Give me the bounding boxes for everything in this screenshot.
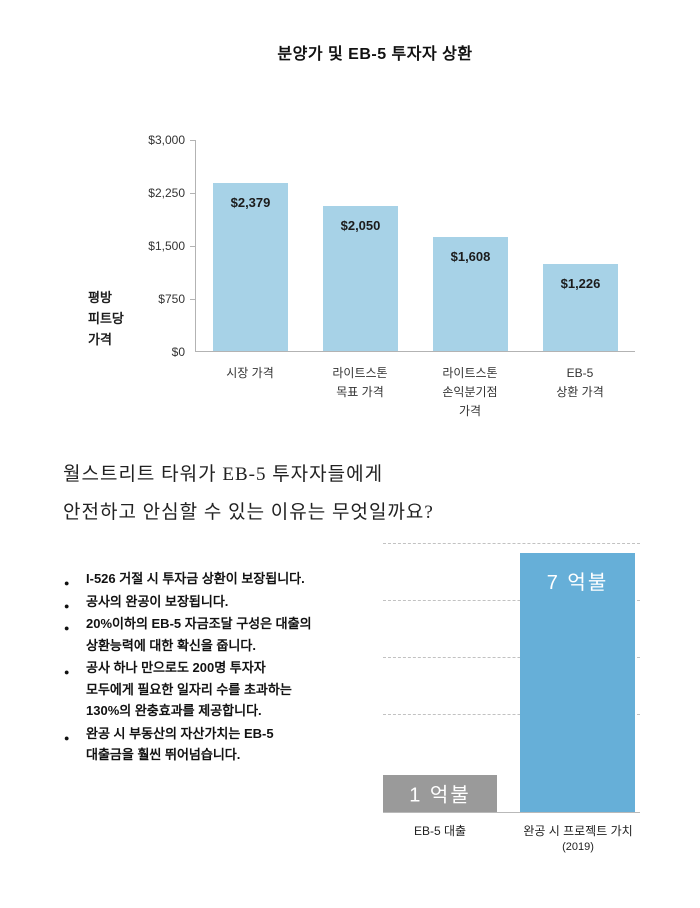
bar-value-label: 7 억불	[546, 572, 609, 594]
y-tick-label: $3,000	[148, 133, 185, 147]
list-item: ● 공사 하나 만으로도 200명 투자자 모두에게 필요한 일자리 수를 초과하…	[64, 657, 376, 722]
x-label-eb5-repayment: EB-5 상환 가격	[556, 366, 604, 399]
benefits-list: ● I-526 거절 시 투자금 상환이 보장됩니다. ● 공사의 완공이 보장됩니…	[64, 568, 376, 767]
bullet-icon: ●	[64, 600, 70, 611]
gridline	[383, 657, 640, 658]
bar-project-value: 7 억불	[520, 553, 635, 812]
x-label-market-price: 시장 가격	[226, 366, 274, 380]
y-tick-label: $0	[171, 345, 185, 359]
bullet-text: 공사의 완공이 보장됩니다.	[86, 593, 229, 609]
chart-title: 분양가 및 EB-5 투자자 상환	[277, 46, 473, 63]
heading-line-1: 월스트리트 타워가 EB-5 투자자들에게	[63, 464, 384, 485]
x-label-lightstone-target: 라이트스톤 목표 가격	[332, 366, 388, 399]
y-tick-label: $1,500	[148, 239, 185, 253]
bar-value-label: $2,379	[230, 195, 271, 210]
bar-lightstone-target-price: $2,050	[323, 206, 398, 351]
bar-lightstone-breakeven-price: $1,608	[433, 237, 508, 351]
gridline	[383, 714, 640, 715]
list-item: ● 공사의 완공이 보장됩니다.	[64, 591, 376, 613]
bullet-text: 공사 하나 만으로도 200명 투자자 모두에게 필요한 일자리 수를 초과하는…	[86, 660, 292, 718]
bar-value-label: 1 억불	[409, 783, 471, 806]
list-item: ● 완공 시 부동산의 자산가치는 EB-5 대출금을 훨씬 뛰어넘습니다.	[64, 723, 376, 766]
list-item: ● I-526 거절 시 투자금 상환이 보장됩니다.	[64, 568, 376, 590]
bullet-text: I-526 거절 시 투자금 상환이 보장됩니다.	[86, 571, 305, 586]
axis-tick	[190, 246, 196, 247]
bar-value-label: $1,226	[560, 276, 601, 291]
axis-tick	[190, 140, 196, 141]
bullet-icon: ●	[64, 578, 70, 588]
heading-line-2: 안전하고 안심할 수 있는 이유는 무엇일까요?	[63, 502, 434, 523]
project-value-chart: 1 억불 7 억불	[383, 543, 640, 813]
price-per-sqft-chart: $2,379 $2,050 $1,608 $1,226	[190, 140, 635, 352]
bar-market-price: $2,379	[213, 183, 288, 351]
y-axis-title: 평방 피트당 가격	[88, 290, 124, 347]
axis-tick	[190, 299, 196, 300]
y-tick-label: $750	[158, 292, 185, 306]
section-heading: 월스트리트 타워가 EB-5 투자자들에게 안전하고 안심할 수 있는 이유는 …	[63, 456, 434, 532]
gridline	[383, 600, 640, 601]
list-item: ● 20%이하의 EB-5 자금조달 구성은 대출의 상환능력에 대한 확신을 줍…	[64, 613, 376, 656]
bullet-icon: ●	[64, 623, 70, 633]
bar-value-label: $2,050	[340, 218, 381, 233]
gridline	[383, 543, 640, 544]
bullet-icon: ●	[64, 667, 70, 677]
bullet-text: 완공 시 부동산의 자산가치는 EB-5 대출금을 훨씬 뛰어넘습니다.	[86, 725, 274, 763]
bar-value-label: $1,608	[450, 249, 491, 264]
bar-eb5-loan: 1 억불	[383, 775, 497, 812]
x-label-lightstone-breakeven: 라이트스톤 손익분기점 가격	[442, 366, 498, 418]
y-tick-label: $2,250	[148, 186, 185, 200]
bullet-icon: ●	[64, 732, 70, 743]
axis-tick	[190, 193, 196, 194]
x-label-eb5-loan: EB-5 대출	[413, 824, 467, 838]
bullet-text: 20%이하의 EB-5 자금조달 구성은 대출의 상환능력에 대한 확신을 줍니…	[86, 616, 312, 653]
x-label-project-value: 완공 시 프로젝트 가치	[523, 824, 633, 838]
bar-eb5-repayment-price: $1,226	[543, 264, 618, 351]
x-sublabel-year: (2019)	[562, 841, 594, 853]
